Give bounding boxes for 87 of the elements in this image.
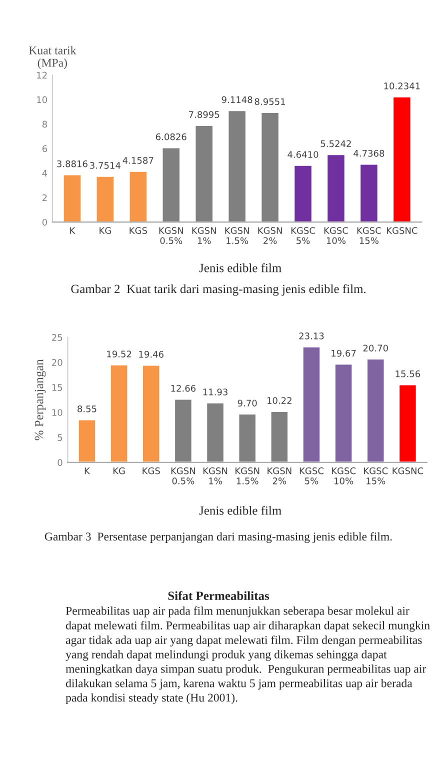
data-label: 7.8995: [189, 111, 220, 118]
x-tick-label: KGSNC: [386, 227, 418, 234]
data-label: 4.6410: [288, 151, 318, 158]
y-tick-label: 4: [42, 170, 48, 177]
y-tick-label: 0: [42, 218, 47, 226]
bar: [174, 398, 193, 462]
data-label: 19.46: [139, 350, 164, 358]
y-tick-label: 20: [52, 359, 62, 366]
data-label: 8.9551: [254, 98, 286, 106]
bar: [270, 410, 289, 462]
x-tick-label: KGSN 1.5%: [236, 467, 260, 484]
bar: [238, 413, 257, 462]
x-tick-label: KGSN 2%: [258, 227, 282, 244]
bar: [142, 364, 161, 462]
bar: [366, 358, 386, 462]
data-label: 3.7514: [90, 162, 120, 169]
bar: [95, 175, 115, 222]
data-label: 8.55: [78, 405, 96, 412]
bar: [392, 96, 412, 222]
x-axis-title: Jenis edible film: [199, 506, 282, 515]
y-axis-title: Kuat tarik (MPa): [29, 46, 76, 70]
x-tick-label: KGSC 5%: [300, 467, 324, 484]
data-label: 4.1587: [122, 157, 154, 164]
data-label: 6.0826: [156, 133, 186, 140]
bar: [227, 110, 247, 222]
data-label: 11.93: [203, 388, 228, 396]
y-tick-label: 5: [58, 434, 62, 441]
x-tick-label: KGSN 1%: [203, 467, 228, 484]
x-tick-label: KG: [113, 467, 125, 474]
x-tick-label: KGSN 2%: [268, 467, 292, 484]
y-axis-title: % Perpanjangan: [34, 359, 46, 440]
x-tick-label: KGSC 10%: [332, 467, 356, 484]
data-label: 9.70: [238, 400, 257, 407]
data-label: 12.66: [171, 384, 196, 392]
bar: [359, 163, 379, 222]
text: Gambar 3 Persentase perpanjangan dari masing-masing jenis edible film.: [44, 532, 392, 543]
text: Sifat Permeabilitas: [168, 591, 270, 600]
bar: [194, 124, 214, 222]
y-tick-label: 10: [52, 409, 62, 416]
bar: [260, 112, 280, 222]
x-tick-label: KGSN 1.5%: [225, 227, 249, 244]
y-tick-label: 2: [42, 194, 47, 202]
x-tick-label: KGSC 15%: [357, 227, 381, 244]
data-label: 10.2341: [384, 82, 420, 90]
x-tick-label: KGSN 1%: [192, 227, 216, 244]
x-tick-label: KGSC 10%: [324, 227, 348, 244]
bar: [161, 146, 181, 222]
y-tick-label: 0: [58, 459, 62, 466]
data-label: 19.67: [332, 350, 356, 357]
bar: [302, 346, 321, 462]
y-tick-label: 12: [37, 72, 47, 78]
bar: [206, 402, 225, 462]
y-tick-label: 8: [42, 120, 47, 128]
x-tick-label: KGSC 15%: [364, 467, 388, 484]
bar: [62, 174, 82, 222]
y-tick-label: 6: [42, 145, 48, 152]
data-label: 9.1148: [222, 96, 252, 104]
bar: [110, 364, 129, 462]
x-tick-label: K: [84, 468, 90, 474]
bar: [398, 384, 418, 462]
text: Permeabilitas uap air pada film menunjukkan seberapa besar molekul air dapat melewati film. Permeabilitas uap air diharapkan dapat sekecil mungkin agar tidak ada uap air yang dapat melewati film. Film dengan permeabilitas yang rendah dapat melindungi produk yang dikemas sehingga dapat meningkatkan daya simpan suatu produk. Pengukuran permeabilitas uap air dilakukan selama 5 jam, karena waktu 5 jam permeabilitas uap air berada pada kondisi steady state (Hu 2001).: [66, 606, 430, 704]
data-label: 20.70: [363, 344, 388, 352]
bar: [326, 154, 346, 222]
y-tick-label: 10: [37, 96, 47, 104]
x-tick-label: KGSNC: [392, 467, 424, 474]
x-tick-label: KGS: [142, 467, 160, 474]
x-axis-title: Jenis edible film: [199, 263, 282, 272]
x-tick-label: KGSN 0.5%: [159, 227, 183, 244]
y-tick-label: 25: [52, 334, 62, 341]
data-label: 10.22: [267, 397, 292, 404]
data-label: 3.8816: [57, 160, 88, 168]
bar: [293, 164, 313, 222]
data-label: 15.56: [396, 370, 420, 378]
x-tick-label: KGS: [130, 227, 147, 234]
x-tick-label: KGSN 0.5%: [171, 467, 196, 484]
data-label: 19.52: [107, 350, 132, 358]
bar: [77, 418, 96, 462]
y-tick-label: 15: [52, 384, 62, 391]
data-label: 23.13: [299, 332, 324, 340]
x-tick-label: KG: [100, 227, 111, 234]
x-tick-label: KGSC 5%: [291, 227, 315, 244]
data-label: 4.7368: [354, 150, 384, 157]
bar: [128, 170, 148, 222]
data-label: 5.5242: [320, 140, 351, 148]
text: Gambar 2 Kuat tarik dari masing-masing jenis edible film.: [71, 284, 366, 296]
x-tick-label: K: [70, 227, 76, 234]
bar: [334, 363, 354, 462]
